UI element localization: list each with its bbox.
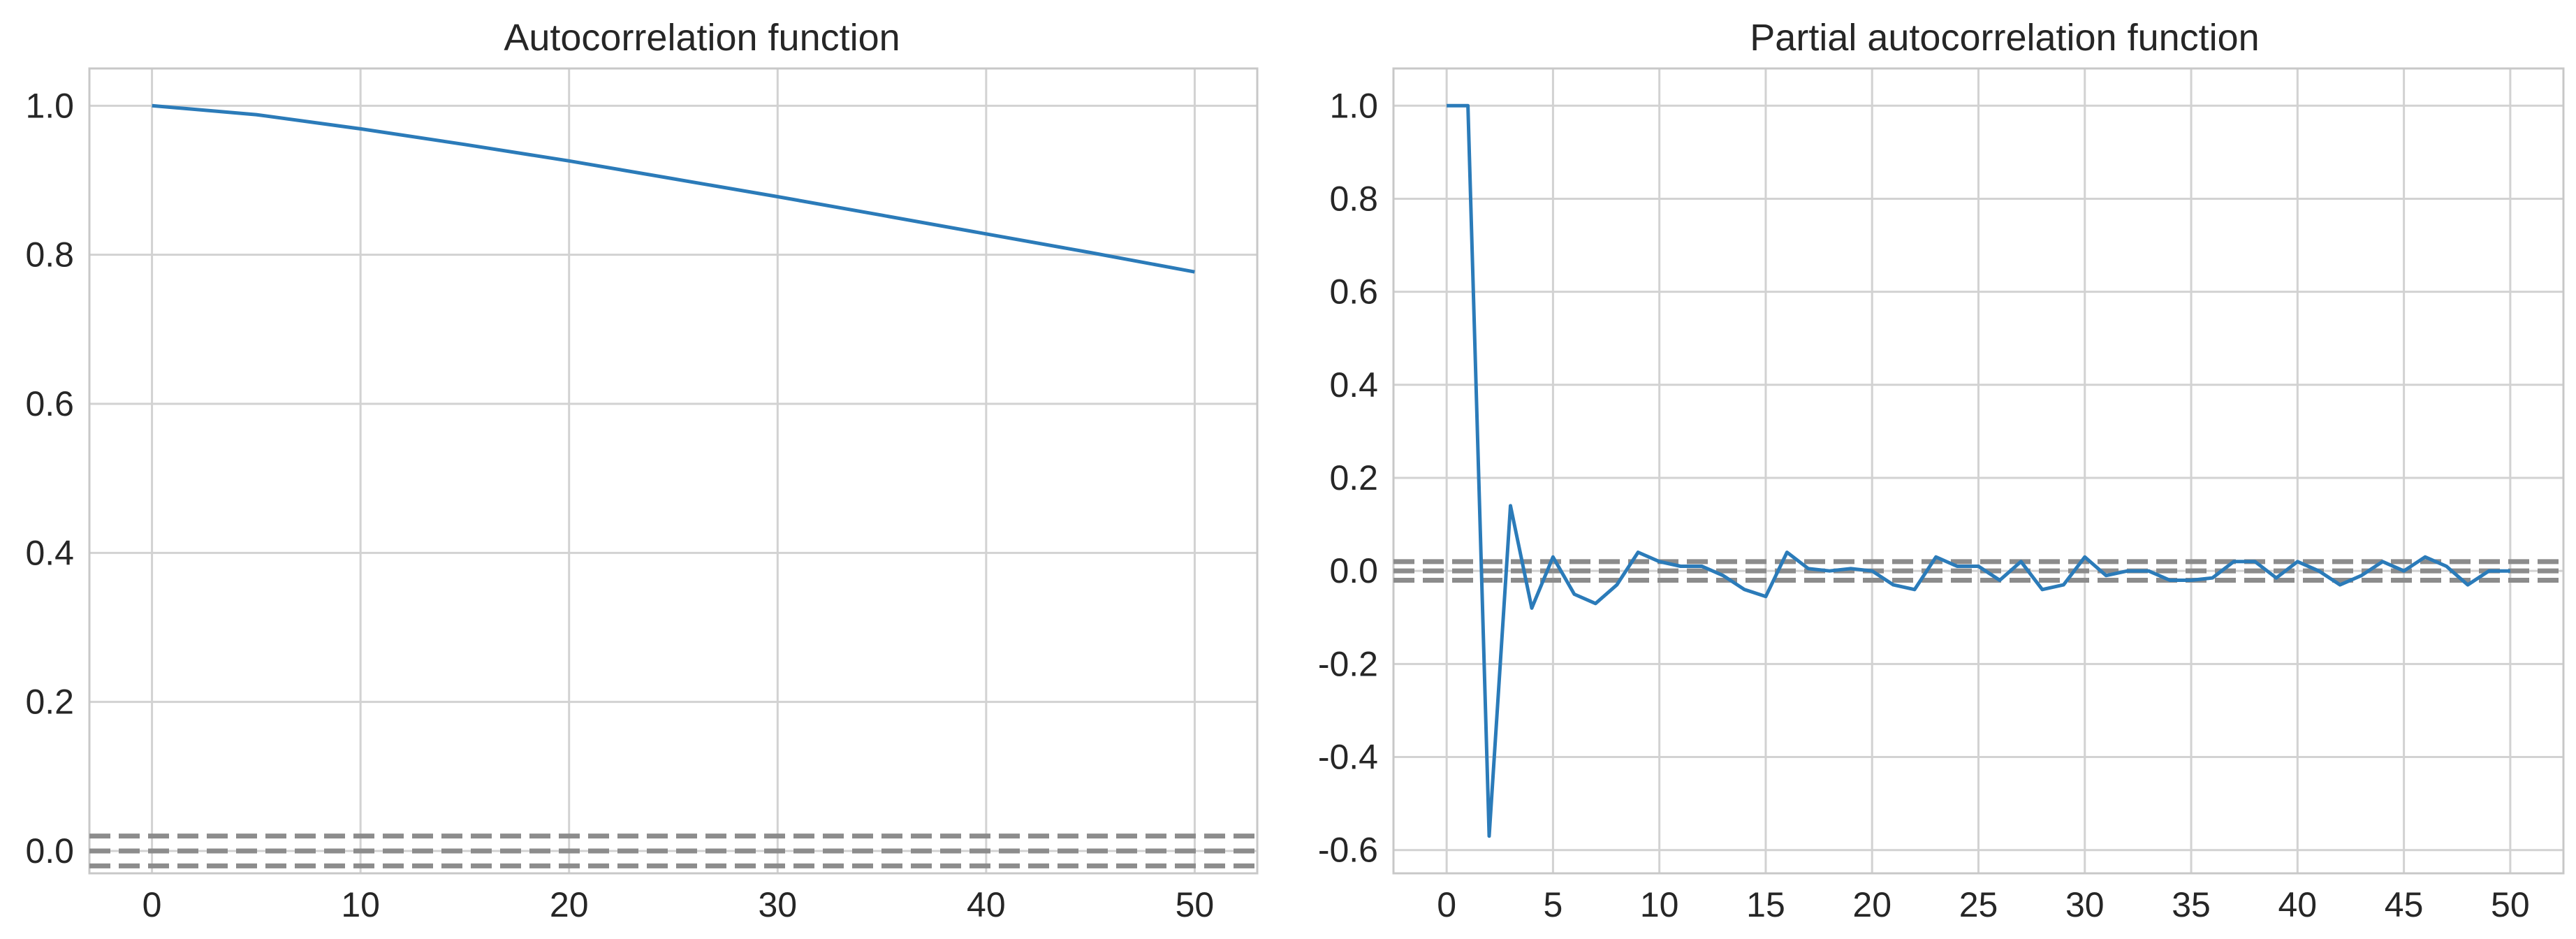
- pacf-x-tick-label: 40: [2278, 885, 2318, 924]
- pacf-y-tick-label: 1.0: [1329, 86, 1378, 125]
- pacf-x-tick-label: 15: [1746, 885, 1785, 924]
- pacf-x-tick-label: 30: [2065, 885, 2105, 924]
- pacf-x-tick-label: 35: [2172, 885, 2211, 924]
- acf-x-tick-label: 30: [758, 885, 797, 924]
- pacf-y-tick-label: -0.4: [1318, 738, 1378, 777]
- acf-plot-frame: [88, 67, 1259, 875]
- acf-chart-title: Autocorrelation function: [504, 17, 900, 59]
- pacf-y-tick-label: 0.0: [1329, 551, 1378, 590]
- acf-y-tick-label: 0.6: [25, 384, 74, 423]
- acf-y-tick-label: 1.0: [25, 86, 74, 125]
- pacf-y-tick-label: 0.2: [1329, 458, 1378, 497]
- pacf-y-tick-label: 0.4: [1329, 365, 1378, 405]
- acf-series-line: [152, 103, 1195, 274]
- pacf-series-line: [1447, 103, 2510, 838]
- pacf-y-tick-label: 0.6: [1329, 272, 1378, 312]
- pacf-y-tick-label: 0.8: [1329, 179, 1378, 218]
- pacf-x-tick-label: 10: [1640, 885, 1679, 924]
- pacf-x-tick-label: 20: [1852, 885, 1891, 924]
- pacf-x-tick-label: 0: [1437, 885, 1456, 924]
- acf-x-tick-label: 50: [1176, 885, 1215, 924]
- acf-y-tick-label: 0.4: [25, 533, 74, 572]
- pacf-x-tick-label: 50: [2491, 885, 2530, 924]
- acf-chart: Autocorrelation function 0 10 20 30 40 50 0.0 0…: [25, 17, 1259, 924]
- acf-x-tick-label: 40: [967, 885, 1006, 924]
- pacf-y-tick-label: -0.2: [1318, 644, 1378, 683]
- pacf-x-tick-label: 45: [2385, 885, 2424, 924]
- pacf-x-tick-label: 5: [1544, 885, 1563, 924]
- pacf-chart: Partial autocorrelation function 0 5 10 15 2…: [1318, 17, 2565, 924]
- pacf-y-tick-label: -0.6: [1318, 831, 1378, 870]
- acf-y-tick-label: 0.0: [25, 831, 74, 871]
- pacf-plot-frame: [1392, 67, 2565, 875]
- acf-x-tick-label: 10: [341, 885, 380, 924]
- acf-y-tick-label: 0.8: [25, 235, 74, 275]
- pacf-chart-title: Partial autocorrelation function: [1750, 17, 2259, 59]
- acf-y-tick-label: 0.2: [25, 683, 74, 722]
- acf-x-tick-label: 0: [142, 885, 162, 924]
- acf-x-tick-label: 20: [550, 885, 589, 924]
- pacf-x-tick-label: 25: [1959, 885, 1998, 924]
